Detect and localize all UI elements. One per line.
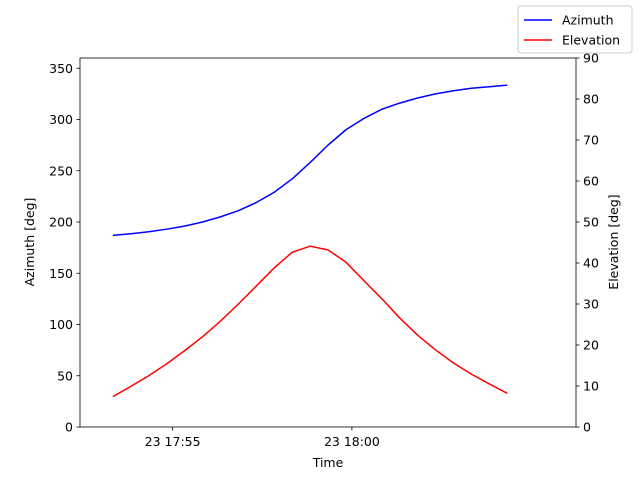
- left-tick-label: 150: [49, 266, 73, 281]
- right-tick-label: 90: [583, 51, 599, 66]
- right-axis-label: Elevation [deg]: [606, 194, 621, 289]
- right-tick-label: 40: [583, 256, 599, 271]
- x-tick-label: 23 17:55: [145, 434, 201, 449]
- left-axis-label: Azimuth [deg]: [22, 198, 37, 287]
- left-tick-label: 50: [57, 368, 73, 383]
- series-line-azimuth: [112, 84, 508, 237]
- left-tick-label: 250: [49, 163, 73, 178]
- right-tick-label: 50: [583, 215, 599, 230]
- series-line-elevation: [112, 245, 508, 398]
- x-axis-label: Time: [312, 455, 344, 470]
- axes: 0 50 100 150 200 250 300 350 0 10 20 30 40 50 60 70 80 90…: [49, 51, 599, 450]
- legend-label-elevation: Elevation: [562, 33, 620, 48]
- legend-box: [517, 5, 633, 54]
- x-tick-label: 23 18:00: [324, 434, 380, 449]
- right-tick-label: 60: [583, 174, 599, 189]
- right-tick-label: 70: [583, 133, 599, 148]
- right-tick-label: 0: [583, 420, 591, 435]
- right-tick-label: 80: [583, 92, 599, 107]
- left-tick-label: 200: [49, 215, 73, 230]
- right-tick-label: 10: [583, 379, 599, 394]
- right-tick-label: 20: [583, 338, 599, 353]
- legend-label-azimuth: Azimuth: [562, 13, 614, 28]
- left-tick-label: 0: [65, 420, 73, 435]
- left-tick-label: 300: [49, 112, 73, 127]
- plot-marks: [112, 84, 508, 398]
- left-tick-label: 100: [49, 317, 73, 332]
- right-tick-label: 30: [583, 297, 599, 312]
- plot-border: [79, 57, 577, 428]
- legend: Azimuth Elevation: [517, 5, 633, 54]
- left-tick-label: 350: [49, 61, 73, 76]
- plot-frame: [79, 57, 577, 428]
